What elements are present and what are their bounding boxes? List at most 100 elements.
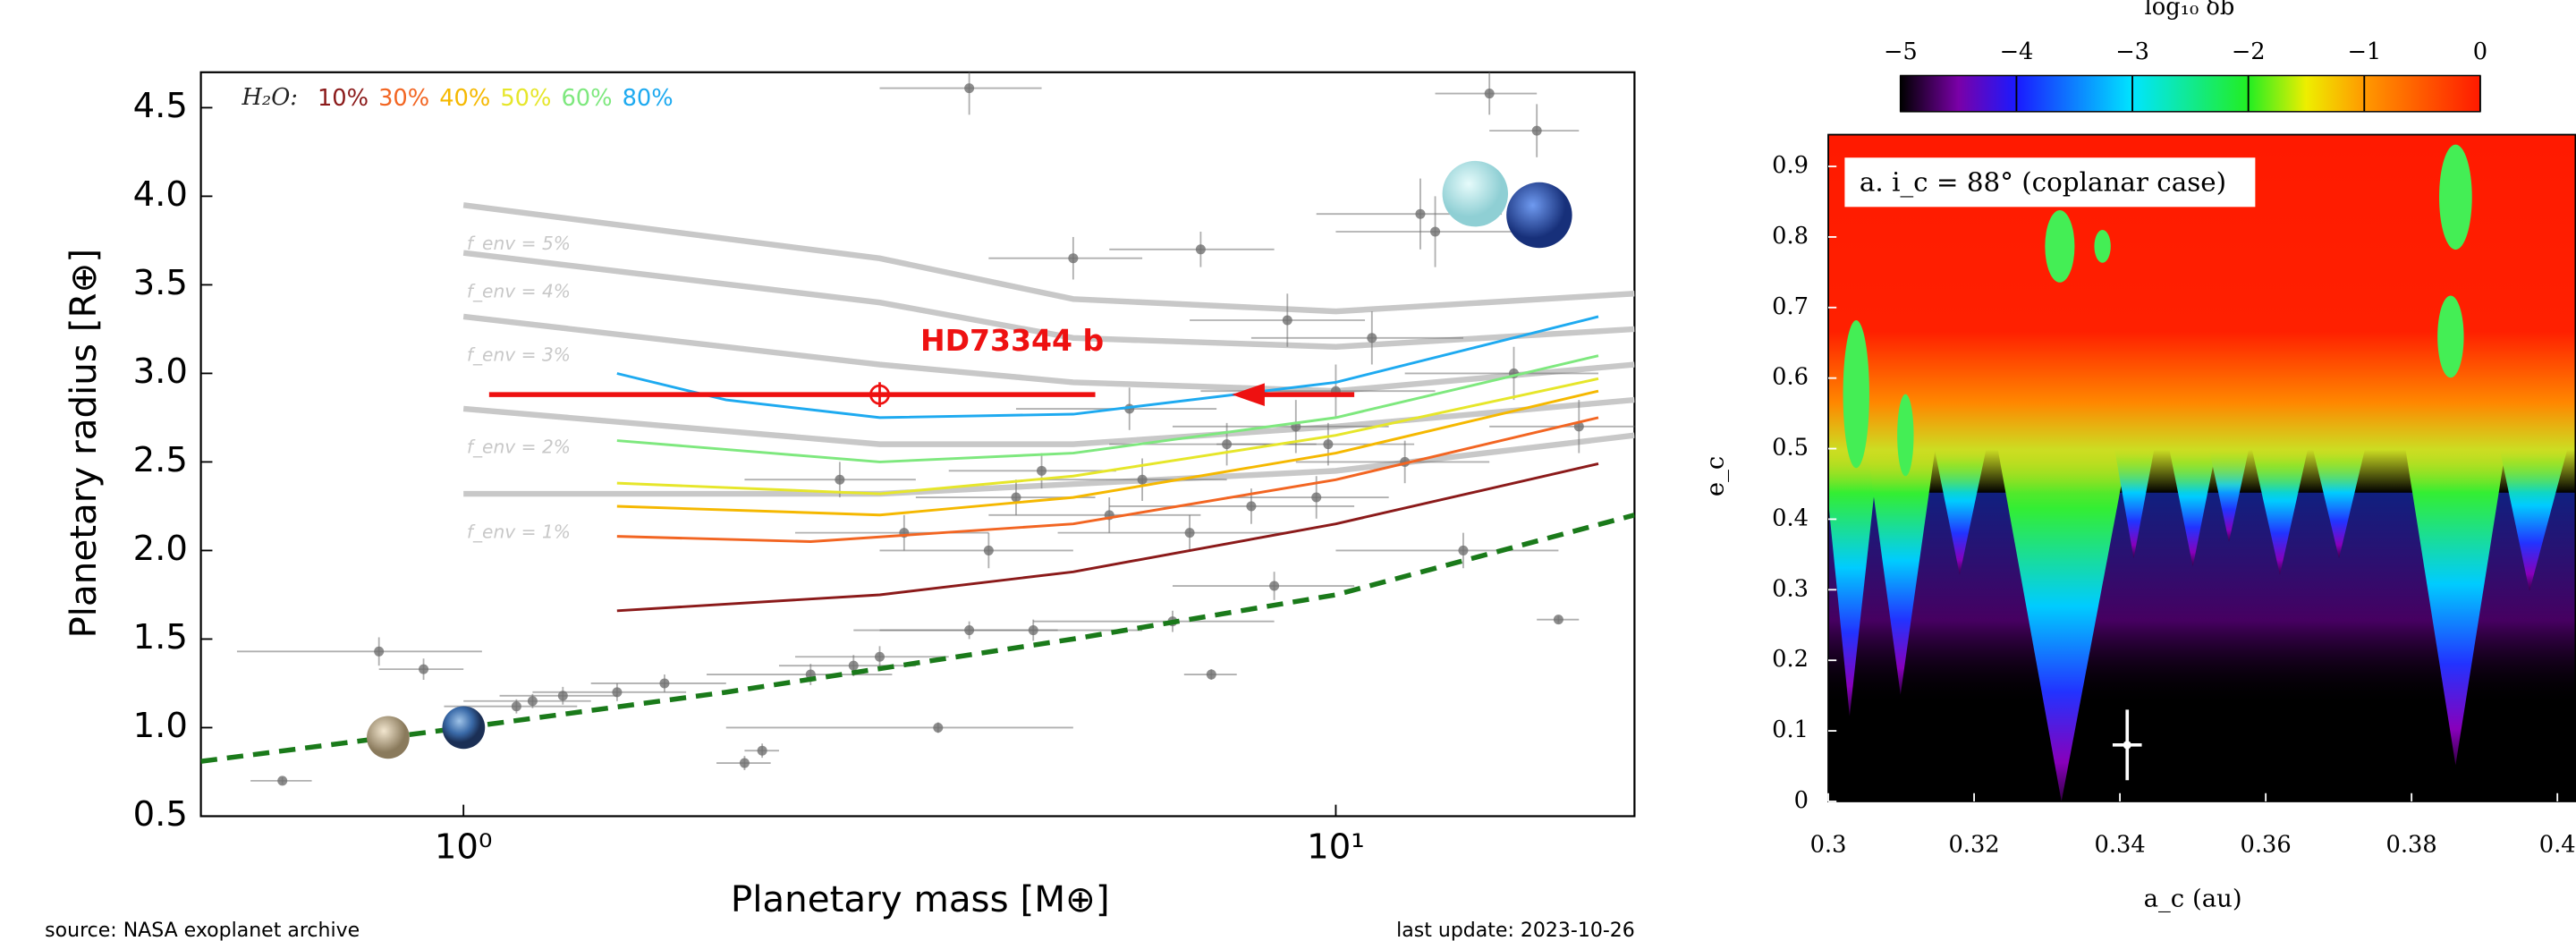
planet-icon — [1442, 160, 1509, 227]
legend-entry: 30% — [378, 85, 429, 112]
planet-point — [511, 701, 521, 712]
planet-point — [277, 776, 288, 786]
heatmap-islands — [1843, 144, 2472, 477]
colorbar-tick-label: 0 — [2473, 38, 2487, 65]
y-tick-label: 0.1 — [1772, 716, 1809, 743]
planet-point — [1311, 492, 1322, 503]
planet-point — [1184, 528, 1195, 538]
legend: H₂O: 10% 30% 40% 50% 60% 80% — [241, 84, 673, 112]
composition-curve — [616, 389, 1599, 517]
marker-point — [2123, 741, 2131, 750]
planet-icon — [442, 706, 486, 750]
planet-point — [1068, 253, 1079, 264]
planet-point — [1458, 545, 1469, 555]
planet-point — [1137, 474, 1148, 485]
planet-point — [739, 758, 750, 768]
planet-icon — [367, 716, 410, 759]
y-tick-label: 0.8 — [1772, 223, 1809, 250]
y-tick-label: 1.5 — [133, 617, 188, 657]
x-tick-label: 10⁰ — [435, 827, 493, 868]
planet-point — [374, 646, 385, 657]
envelope-curve — [462, 396, 1635, 447]
planet-point — [1415, 208, 1426, 219]
highlight-point — [869, 384, 890, 405]
update-note: last update: 2023-10-26 — [1396, 920, 1635, 941]
planet-point — [1553, 615, 1563, 625]
legend-entry: 10% — [318, 85, 369, 112]
planet-point — [612, 687, 623, 698]
x-tick-label: 0.36 — [2241, 832, 2292, 859]
composition-curve — [616, 462, 1599, 613]
planet-icon — [1506, 182, 1572, 249]
composition-curve — [616, 416, 1599, 543]
y-tick-label: 0.5 — [133, 794, 188, 835]
planet-point — [874, 651, 886, 662]
x-tick-label: 0.38 — [2386, 832, 2437, 859]
annotation-box — [1844, 157, 2256, 208]
planet-point — [1206, 669, 1216, 680]
y-tick-label: 0.3 — [1772, 575, 1809, 602]
y-tick-label: 0.2 — [1772, 646, 1809, 673]
y-tick-label: 0.9 — [1772, 152, 1809, 179]
planet-point — [557, 691, 568, 701]
mass-radius-panel: Planetary mass [M⊕] Planetary radius [R⊕… — [45, 71, 1636, 941]
colorbar — [1900, 74, 2481, 113]
x-tick-label: 0.32 — [1948, 832, 1999, 859]
heatmap — [1828, 134, 2576, 801]
annotation: a. i_c = 88° (coplanar case) — [1860, 167, 2226, 199]
planet-point — [1269, 581, 1280, 591]
y-tick-label: 0.7 — [1772, 293, 1809, 320]
legend-entry: 40% — [439, 85, 490, 112]
source-note: source: NASA exoplanet archive — [45, 920, 360, 941]
stability-map-panel: a. i_c = 88° (coplanar case) log₁₀ δb a_… — [1701, 0, 2576, 913]
colorbar-tick-label: −4 — [1999, 38, 2033, 65]
planet-point — [1246, 501, 1257, 512]
envelope-label: f_env = 4% — [467, 280, 571, 301]
legend-entry: 50% — [500, 85, 551, 112]
planet-point — [1195, 244, 1206, 255]
envelope-curve — [463, 432, 1635, 497]
x-axis-label: a_c (au) — [2144, 885, 2242, 913]
y-tick-label: 0.6 — [1772, 364, 1809, 391]
arrow-head — [1232, 383, 1265, 407]
planet-point — [933, 722, 944, 733]
planet-point — [659, 678, 670, 689]
composition-curve — [616, 354, 1599, 463]
plot-area — [200, 72, 1635, 786]
planet-point — [1323, 439, 1334, 450]
envelope-curve — [462, 250, 1635, 350]
y-tick-label: 1.0 — [133, 706, 188, 746]
planet-point — [1282, 315, 1292, 326]
y-axis-label: Planetary radius [R⊕] — [63, 249, 105, 639]
planet-point — [1484, 89, 1495, 99]
colorbar-tick-label: −5 — [1884, 38, 1918, 65]
x-tick-label: 0.3 — [1810, 832, 1847, 859]
colorbar-label: log₁₀ δb — [2145, 0, 2235, 21]
planet-point — [419, 664, 429, 674]
y-tick-label: 0.5 — [1772, 435, 1809, 462]
planet-point — [848, 660, 859, 671]
composition-curve — [616, 377, 1599, 496]
plot-frame — [1827, 133, 2576, 802]
y-tick-label: 2.0 — [133, 529, 188, 569]
y-tick-label: 0 — [1794, 787, 1809, 814]
y-tick-label: 0.4 — [1772, 504, 1809, 531]
x-axis-label: Planetary mass [M⊕] — [731, 878, 1110, 920]
planet-point — [1367, 333, 1377, 343]
planet-point — [1037, 465, 1047, 476]
colorbar-tick-label: −2 — [2232, 38, 2266, 65]
envelope-curve — [462, 313, 1635, 394]
y-tick-label: 3.0 — [133, 352, 188, 392]
planet-point — [1011, 492, 1021, 503]
y-tick-label: 2.5 — [133, 440, 188, 480]
planet-point — [1531, 125, 1542, 136]
envelope-label: f_env = 2% — [467, 437, 571, 458]
envelope-label: f_env = 3% — [467, 344, 571, 366]
legend-title: H₂O: — [241, 84, 297, 111]
y-tick-label: 4.0 — [133, 174, 188, 215]
legend-entry: 80% — [623, 85, 674, 112]
planet-point — [527, 696, 538, 707]
legend-entry: 60% — [561, 85, 612, 112]
x-tick-label: 10¹ — [1307, 827, 1365, 868]
